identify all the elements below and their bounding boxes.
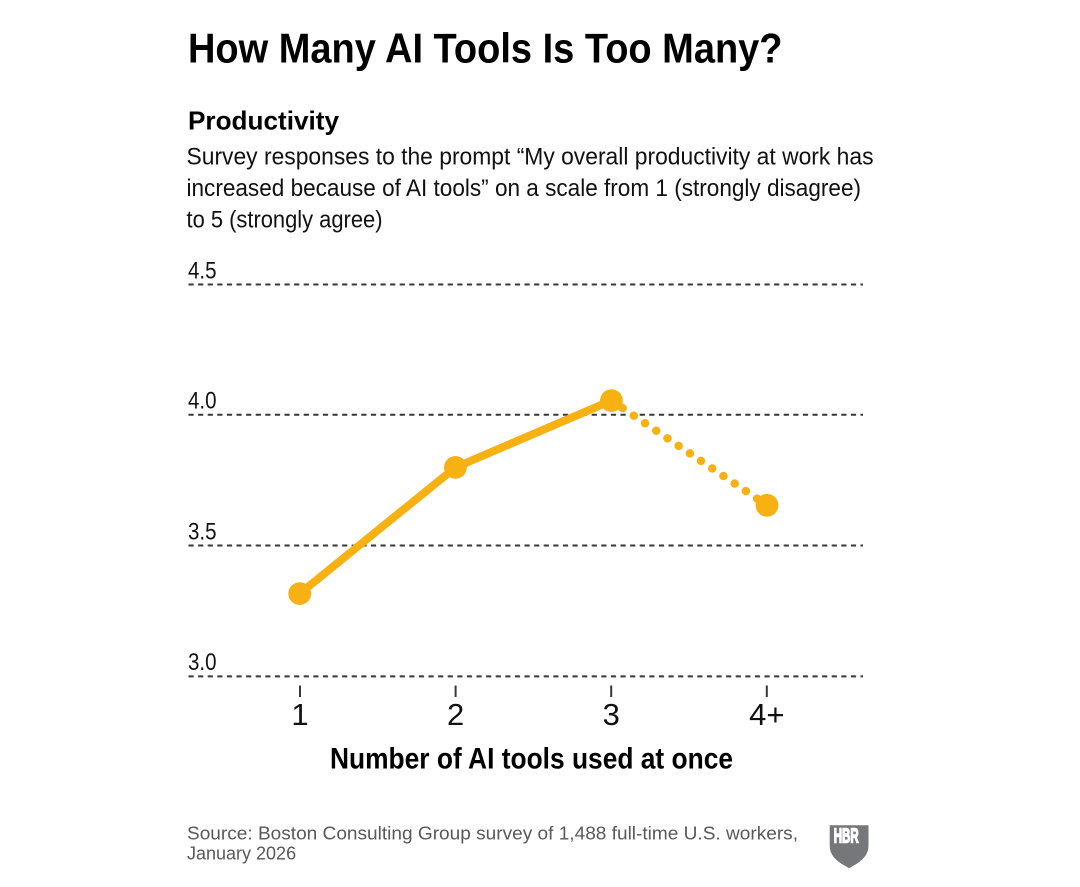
svg-text:3: 3 (603, 697, 620, 732)
svg-text:4.5: 4.5 (188, 257, 217, 284)
svg-text:Source: Boston Consulting Grou: Source: Boston Consulting Group survey o… (187, 824, 798, 844)
svg-text:Number of AI tools used at onc: Number of AI tools used at once (330, 743, 733, 776)
svg-text:How Many AI Tools Is Too Many?: How Many AI Tools Is Too Many? (188, 25, 783, 72)
svg-text:4.0: 4.0 (188, 388, 217, 415)
svg-text:Productivity: Productivity (188, 108, 340, 136)
svg-text:2: 2 (447, 697, 464, 732)
svg-text:Survey responses to the prompt: Survey responses to the prompt “My overa… (187, 143, 874, 170)
svg-text:HBR: HBR (834, 826, 859, 848)
svg-text:3.5: 3.5 (188, 518, 217, 545)
svg-text:1: 1 (291, 697, 308, 732)
svg-text:January 2026: January 2026 (187, 844, 296, 864)
svg-text:to 5 (strongly agree): to 5 (strongly agree) (187, 207, 383, 234)
svg-text:increased because of AI tools”: increased because of AI tools” on a scal… (187, 175, 862, 202)
svg-text:4+: 4+ (749, 697, 784, 732)
svg-text:3.0: 3.0 (188, 649, 217, 676)
